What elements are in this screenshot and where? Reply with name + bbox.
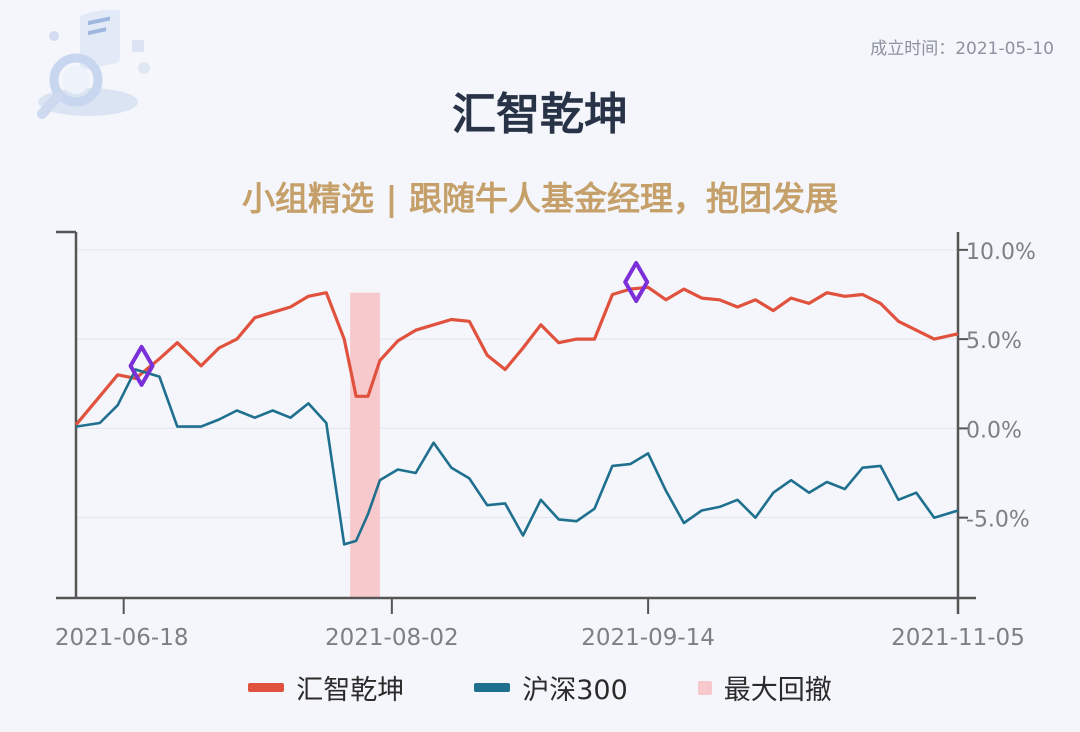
- x-tick-label: 2021-06-18: [55, 625, 189, 651]
- legend-label-index: 沪深300: [522, 675, 628, 706]
- x-tick-label: 2021-11-05: [891, 625, 1025, 651]
- page-title: 汇智乾坤: [452, 89, 628, 140]
- marker-diamond: [128, 344, 155, 387]
- page-subtitle: 小组精选 | 跟随牛人基金经理，抱团发展: [241, 179, 839, 218]
- y-tick-label: -5.0%: [966, 508, 1030, 533]
- legend-swatch-drawdown: [697, 680, 712, 695]
- x-tick-label: 2021-09-14: [581, 625, 715, 651]
- magnifier-document-icon: [18, 7, 168, 134]
- legend-label-drawdown: 最大回撤: [723, 675, 832, 706]
- y-tick-label: 5.0%: [966, 329, 1022, 354]
- axes: [56, 230, 976, 614]
- markers: [128, 260, 650, 387]
- drawdown-band-rect: [350, 292, 380, 598]
- y-tick-label: 0.0%: [966, 418, 1022, 443]
- legend-swatch-index: [474, 683, 511, 692]
- legend-item-index: 沪深300: [474, 668, 628, 707]
- legend-label-fund: 汇智乾坤: [296, 675, 405, 706]
- legend-item-fund: 汇智乾坤: [248, 668, 404, 707]
- legend-swatch-fund: [248, 683, 285, 692]
- legend: 汇智乾坤 沪深300 最大回撤: [0, 668, 1080, 707]
- fund-series-line: [74, 285, 959, 426]
- legend-item-drawdown: 最大回撤: [697, 668, 832, 707]
- series-lines: [74, 285, 959, 546]
- y-tick-label: 10.0%: [966, 240, 1036, 265]
- x-tick-label: 2021-08-02: [325, 625, 459, 651]
- drawdown-band: [350, 292, 380, 598]
- tick-labels: 10.0% 5.0% 0.0% -5.0% 2021-06-18 2021-08-02 20…: [55, 240, 1036, 651]
- index-series-line: [75, 368, 959, 546]
- grid-lines: [76, 249, 958, 519]
- founded-date: 成立时间：2021-05-10: [870, 39, 1054, 59]
- marker-diamond: [623, 260, 650, 303]
